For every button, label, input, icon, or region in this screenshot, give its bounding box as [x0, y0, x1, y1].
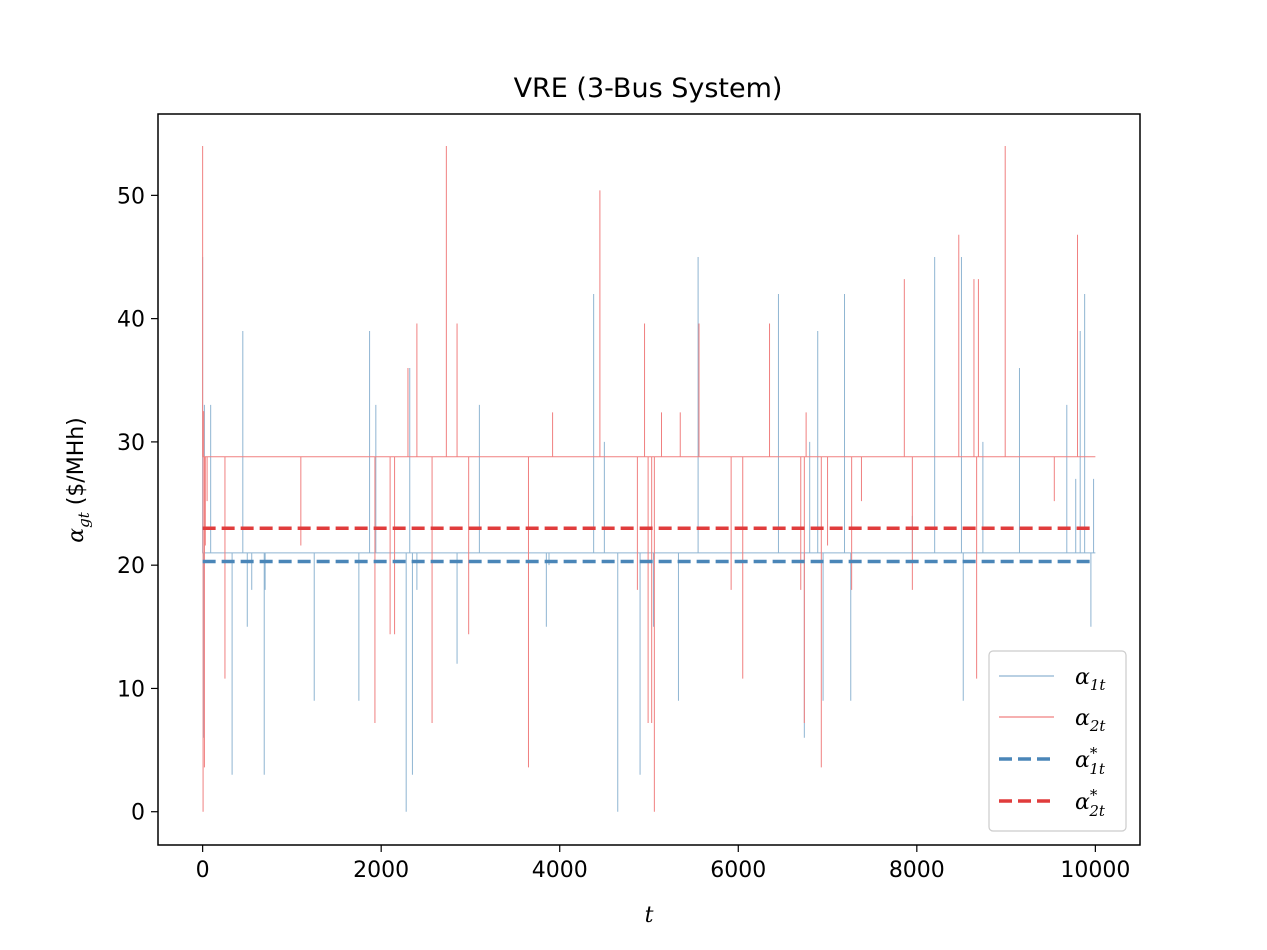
y-tick-label: 0 [131, 801, 145, 826]
plot-area [202, 146, 1096, 812]
x-tick-label: 6000 [710, 858, 766, 883]
y-tick-label: 10 [117, 677, 145, 702]
y-axis: 0 10 20 30 40 50 [117, 184, 158, 826]
legend-box [988, 650, 1127, 832]
x-axis-label: t [645, 903, 654, 928]
x-tick-label: 2000 [353, 858, 409, 883]
y-tick-label: 30 [117, 431, 145, 456]
chart-title: VRE (3-Bus System) [514, 73, 783, 104]
x-tick-label: 0 [196, 858, 210, 883]
x-tick-label: 8000 [889, 858, 945, 883]
x-tick-label: 10000 [1060, 858, 1130, 883]
y-tick-label: 50 [117, 184, 145, 209]
legend-label-alpha-star-2t: α* 2t [1075, 786, 1106, 820]
x-tick-label: 4000 [532, 858, 588, 883]
legend: α1t α2t α* 1t α* 2t [988, 650, 1127, 832]
y-axis-label: αgt ($/MHh) [64, 417, 93, 543]
axes-frame [157, 113, 1141, 846]
y-tick-label: 20 [117, 554, 145, 579]
legend-label-alpha-1t: α1t [1075, 665, 1106, 694]
x-axis: 0 2000 4000 6000 8000 10000 [196, 845, 1130, 883]
legend-label-alpha-star-1t: α* 1t [1075, 744, 1106, 778]
legend-label-alpha-2t: α2t [1075, 706, 1106, 735]
series-alpha-1t-line [202, 256, 1096, 812]
y-tick-label: 40 [117, 308, 145, 333]
series-alpha-2t-line [202, 146, 1096, 812]
